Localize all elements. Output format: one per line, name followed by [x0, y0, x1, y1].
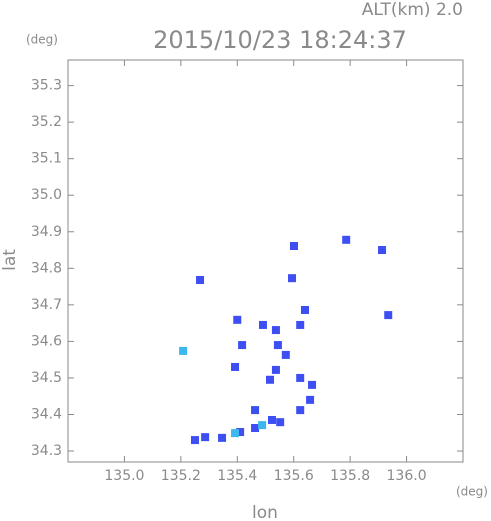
- y-tick-label: 34.4: [31, 406, 62, 422]
- x-axis-label: lon: [252, 503, 278, 521]
- echo-point: [271, 365, 280, 374]
- x-tick-label: 135.8: [330, 468, 370, 484]
- echo-point: [258, 421, 267, 430]
- echo-point: [190, 436, 199, 445]
- x-tick-label: 136.0: [387, 468, 427, 484]
- y-tick-label: 34.8: [31, 260, 62, 276]
- echo-point: [289, 242, 298, 251]
- echo-point: [231, 429, 240, 438]
- echo-point: [301, 305, 309, 314]
- echo-point: [271, 326, 280, 335]
- echo-point: [238, 341, 247, 350]
- x-unit: (deg): [456, 485, 488, 499]
- echo-point: [306, 395, 315, 404]
- echo-point: [276, 418, 285, 427]
- echo-point: [296, 373, 305, 382]
- y-tick-label: 34.3: [31, 443, 62, 459]
- y-tick-label: 35.1: [31, 151, 62, 167]
- echo-point: [196, 276, 205, 285]
- echo-point: [236, 428, 245, 437]
- echo-point: [281, 350, 290, 359]
- echo-point: [266, 375, 275, 384]
- chart-title: 2015/10/23 18:24:37: [153, 26, 407, 54]
- x-tick-label: 135.2: [161, 468, 201, 484]
- echo-point: [296, 320, 305, 329]
- echo-point: [378, 246, 387, 255]
- echo-point: [342, 235, 351, 244]
- echo-point: [296, 406, 305, 415]
- x-tick-label: 135.0: [104, 468, 144, 484]
- y-axis-label: lat: [0, 249, 20, 271]
- y-tick-label: 34.9: [31, 224, 62, 240]
- y-tick-label: 34.6: [31, 333, 62, 349]
- echo-point: [288, 274, 297, 283]
- echo-point: [231, 362, 240, 371]
- y-unit: (deg): [26, 33, 58, 47]
- echo-point: [273, 341, 282, 350]
- echo-point: [179, 346, 188, 355]
- y-tick-label: 34.7: [31, 297, 62, 313]
- y-tick-label: 35.2: [31, 114, 62, 130]
- y-tick-label: 35.3: [31, 78, 62, 94]
- plot-frame: [67, 59, 464, 463]
- echo-point: [251, 424, 260, 433]
- echo-point: [308, 380, 317, 389]
- y-tick-label: 34.5: [31, 370, 62, 386]
- x-tick-label: 135.4: [217, 468, 257, 484]
- echo-point: [233, 315, 242, 324]
- altitude-label: ALT(km) 2.0: [362, 0, 463, 20]
- echo-point: [258, 320, 267, 329]
- echo-point: [218, 433, 227, 442]
- x-tick-label: 135.6: [274, 468, 314, 484]
- echo-point: [251, 406, 260, 415]
- echo-point: [267, 415, 276, 424]
- y-tick-label: 35.0: [31, 187, 62, 203]
- echo-point: [201, 433, 210, 442]
- echo-point: [384, 311, 393, 320]
